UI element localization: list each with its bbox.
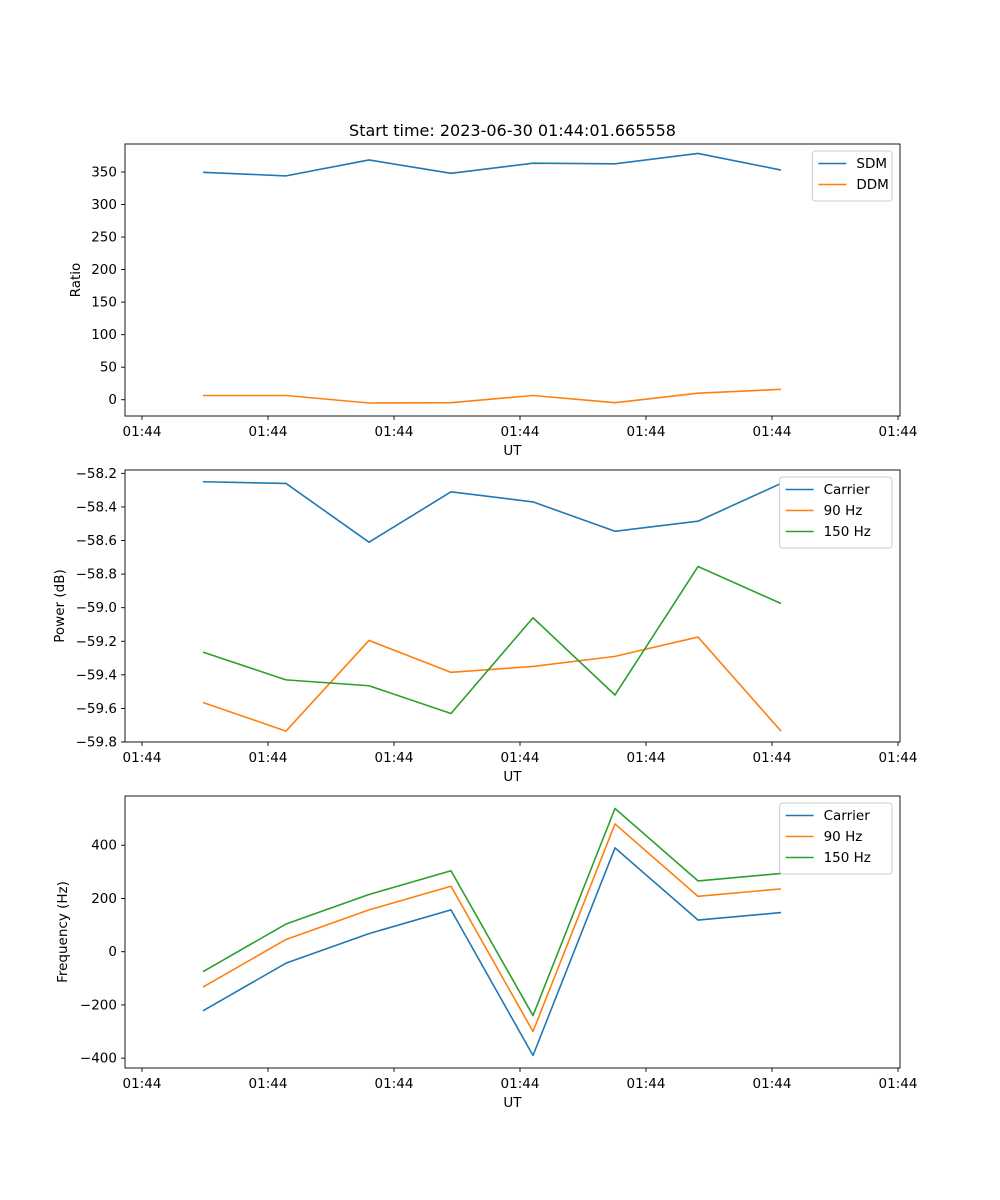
ratio-x-axis-label: UT [503, 443, 522, 459]
frequency-y-axis-label: Frequency (Hz) [55, 881, 71, 983]
plot-frequency: −400 −200 0 200 400 01:44 01:44 01:44 01:44 01:44… [55, 795, 918, 1111]
frequency-series-carrier-line [202, 847, 782, 1057]
frequency-x-tick-label: 01:44 [123, 1076, 162, 1092]
power-y-tick-label: −59.0 [76, 600, 117, 616]
frequency-legend-label-90-hz: 90 Hz [824, 829, 863, 845]
power-x-tick-label: 01:44 [249, 750, 288, 766]
frequency-y-tick-label: 400 [91, 838, 117, 854]
power-series-150-hz-line [202, 565, 782, 715]
ratio-x-tick-label: 01:44 [249, 424, 288, 440]
chart-title: Start time: 2023-06-30 01:44:01.665558 [349, 121, 676, 140]
ratio-y-tick-label: 300 [91, 197, 117, 213]
power-legend-label-carrier: Carrier [824, 482, 871, 498]
power-y-tick-label: −58.4 [76, 499, 117, 515]
frequency-x-tick-label: 01:44 [501, 1076, 540, 1092]
frequency-axes-frame [124, 795, 901, 1069]
ratio-axes-frame [124, 143, 901, 417]
power-legend-box [779, 476, 893, 549]
power-y-tick-label: −59.8 [76, 735, 117, 751]
ratio-x-tick-label: 01:44 [375, 424, 414, 440]
ratio-legend-label-sdm: SDM [856, 156, 887, 172]
power-y-tick-label: −58.2 [76, 466, 117, 482]
power-x-tick-label: 01:44 [753, 750, 792, 766]
power-x-tick-label: 01:44 [501, 750, 540, 766]
ratio-x-tick-label: 01:44 [627, 424, 666, 440]
frequency-legend-box [779, 802, 893, 875]
ratio-x-tick-label: 01:44 [501, 424, 540, 440]
ratio-y-tick-label: 200 [91, 262, 117, 278]
power-axes-frame [124, 469, 901, 743]
power-legend-label-90-hz: 90 Hz [824, 503, 863, 519]
frequency-x-tick-label: 01:44 [879, 1076, 918, 1092]
frequency-legend-label-carrier: Carrier [824, 808, 871, 824]
power-x-tick-label: 01:44 [879, 750, 918, 766]
power-x-tick-label: 01:44 [123, 750, 162, 766]
frequency-series-150-hz-line [202, 807, 782, 1017]
power-x-axis-label: UT [503, 769, 522, 785]
ratio-x-tick-label: 01:44 [123, 424, 162, 440]
frequency-x-tick-label: 01:44 [627, 1076, 666, 1092]
ratio-y-tick-label: 100 [91, 327, 117, 343]
power-y-tick-label: −59.2 [76, 634, 117, 650]
ratio-y-tick-label: 150 [91, 295, 117, 311]
ratio-series-sdm-line [202, 152, 782, 177]
frequency-y-tick-label: −400 [80, 1051, 117, 1067]
power-y-tick-label: −59.6 [76, 701, 117, 717]
plot-power: −59.8 −59.6 −59.4 −59.2 −59.0 −58.8 −58.6 −58.4… [52, 466, 917, 785]
frequency-y-tick-label: 200 [91, 891, 117, 907]
frequency-legend-label-150-hz: 150 Hz [824, 850, 871, 866]
frequency-y-tick-label: 0 [108, 944, 117, 960]
ratio-x-tick-label: 01:44 [753, 424, 792, 440]
power-legend-label-150-hz: 150 Hz [824, 524, 871, 540]
ratio-legend-label-ddm: DDM [856, 177, 888, 193]
power-y-tick-label: −58.6 [76, 533, 117, 549]
frequency-x-tick-label: 01:44 [375, 1076, 414, 1092]
ratio-y-tick-label: 350 [91, 164, 117, 180]
power-y-tick-label: −58.8 [76, 567, 117, 583]
ratio-y-tick-label: 50 [100, 360, 117, 376]
ratio-x-tick-label: 01:44 [879, 424, 918, 440]
plot-ratio: Start time: 2023-06-30 01:44:01.665558 0 5… [68, 121, 917, 459]
power-y-tick-label: −59.4 [76, 667, 117, 683]
frequency-series-90-hz-line [202, 823, 782, 1033]
power-y-axis-label: Power (dB) [52, 569, 68, 642]
frequency-y-tick-label: −200 [80, 997, 117, 1013]
power-series-carrier-line [202, 480, 782, 544]
ratio-y-tick-label: 250 [91, 230, 117, 246]
frequency-x-axis-label: UT [503, 1095, 522, 1111]
ratio-y-tick-label: 0 [108, 392, 117, 408]
ratio-y-axis-label: Ratio [68, 263, 84, 298]
frequency-x-tick-label: 01:44 [753, 1076, 792, 1092]
power-x-tick-label: 01:44 [375, 750, 414, 766]
frequency-x-tick-label: 01:44 [249, 1076, 288, 1092]
power-x-tick-label: 01:44 [627, 750, 666, 766]
power-series-90-hz-line [202, 636, 782, 732]
ratio-series-ddm-line [203, 388, 782, 404]
